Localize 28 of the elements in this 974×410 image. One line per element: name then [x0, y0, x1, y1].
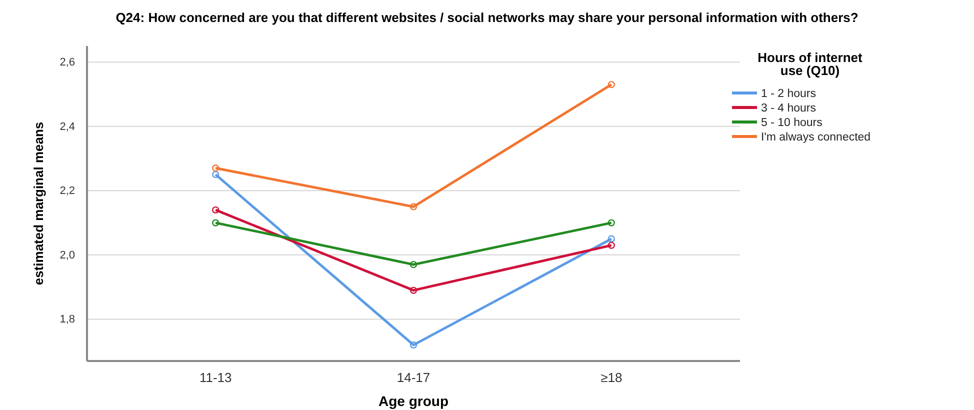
point: [608, 219, 615, 226]
point: [212, 206, 220, 214]
x-tick-label: 14-17: [396, 370, 430, 386]
y-tick-label: 1,8: [60, 314, 75, 326]
point: [410, 203, 418, 210]
point: [410, 341, 418, 349]
x-axis-title: Age group: [378, 393, 448, 409]
legend-title: Hours of internet use (Q10): [758, 50, 864, 78]
chart-title: Q24: How concerned are you that different websites / social networks may share your personal information with others?: [116, 10, 858, 25]
x-tick-label: ≥18: [600, 370, 622, 386]
point: [212, 219, 220, 226]
legend-label: 1 - 2 hours: [761, 88, 816, 100]
point: [608, 235, 615, 242]
point: [608, 80, 615, 88]
point: [608, 242, 615, 249]
point: [212, 170, 220, 178]
y-tick-label: 2,0: [60, 249, 75, 262]
x-tick-label: 11-13: [199, 370, 232, 386]
point: [212, 164, 220, 172]
y-tick-label: 2,2: [60, 185, 75, 198]
y-tick-label: 2,4: [60, 120, 75, 133]
legend-label: 3 - 4 hours: [761, 102, 816, 114]
point: [410, 260, 418, 268]
legend-label: I'm always connected: [761, 132, 871, 144]
y-tick-label: 2,6: [60, 56, 75, 69]
y-axis-title: estimated marginal means: [31, 122, 46, 286]
point: [410, 286, 418, 294]
legend-label: 5 - 10 hours: [761, 117, 823, 129]
